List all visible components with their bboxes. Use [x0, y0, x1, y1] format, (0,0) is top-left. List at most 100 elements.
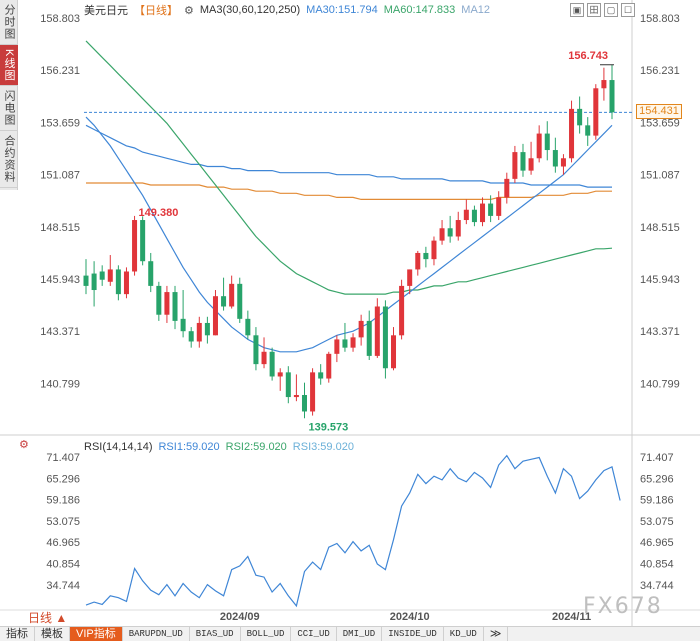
toolbar-barupdn[interactable]: BARUPDN_UD	[123, 626, 190, 641]
candle-body	[496, 197, 502, 216]
candle-body	[536, 133, 542, 159]
candle-body	[585, 125, 591, 136]
symbol-label: 美元日元	[84, 5, 128, 17]
candle-body	[407, 269, 413, 286]
rsi2-value: RSI2:59.020	[225, 441, 287, 453]
toolbar-bias[interactable]: BIAS_UD	[190, 626, 241, 641]
toolbar-more[interactable]: ≫	[484, 626, 509, 641]
candle-body	[560, 158, 566, 167]
candle-body	[245, 318, 251, 336]
candle-body	[164, 292, 170, 315]
rsi-axis-left-label: 65.296	[46, 473, 80, 485]
local-high-annotation: 149.380	[139, 207, 179, 219]
ma120-line	[85, 124, 612, 188]
ma30-line	[85, 116, 613, 353]
candle-body	[334, 339, 340, 354]
price-axis-right-label: 156.231	[640, 65, 680, 77]
candle-body	[221, 296, 227, 307]
price-axis-right-label: 145.943	[640, 274, 680, 286]
rsi-name: RSI(14,14,14)	[84, 441, 153, 453]
toolbar-templates[interactable]: 模板	[35, 626, 70, 641]
rsi-axis-left-label: 71.407	[46, 452, 80, 464]
toolbar-cci[interactable]: CCI_UD	[291, 626, 337, 641]
candle-body	[237, 283, 243, 319]
candle-body	[261, 351, 267, 365]
price-axis-right-label: 148.515	[640, 222, 680, 234]
toolbar-kd[interactable]: KD_UD	[444, 626, 484, 641]
rsi1-value: RSI1:59.020	[158, 441, 220, 453]
candle-body	[204, 322, 210, 336]
date-label: 2024/11	[552, 611, 591, 623]
rsi-axis-left-label: 59.186	[46, 495, 80, 507]
indicator-toolbar: 指标 模板 VIP指标 BARUPDN_UD BIAS_UD BOLL_UD C…	[0, 626, 700, 641]
candle-body	[156, 285, 162, 315]
price-axis-right-label: 151.087	[640, 170, 680, 182]
ma250-line	[86, 182, 612, 200]
candle-body	[148, 261, 154, 286]
candle-body	[431, 240, 437, 260]
rsi-axis-left-label: 40.854	[46, 559, 80, 571]
candle-body	[528, 158, 534, 171]
candle-body	[569, 108, 575, 159]
candle-body	[91, 273, 97, 291]
maximize-icon[interactable]: ☐	[621, 3, 635, 17]
candle-body	[520, 152, 526, 171]
tab-time-chart[interactable]: 分时图	[0, 0, 18, 45]
toolbar-inside[interactable]: INSIDE_UD	[382, 626, 444, 641]
candle-body	[423, 252, 429, 260]
candle-body	[196, 322, 202, 342]
candle-body	[277, 372, 283, 377]
candle-body	[301, 395, 308, 412]
ma30-value: MA30:151.794	[306, 4, 378, 16]
toolbar-dmi[interactable]: DMI_UD	[337, 626, 383, 641]
rsi-settings-icon[interactable]: ⚙	[19, 438, 29, 451]
candle-body	[285, 372, 291, 398]
period-dropdown[interactable]: 日线 ▲	[28, 611, 68, 625]
rsi-axis-right-label: 53.075	[640, 516, 674, 528]
chart-tool-icons: ▣ 田 ▢ ☐	[570, 3, 635, 17]
price-axis-left-label: 140.799	[40, 378, 80, 390]
candle-body	[366, 320, 372, 356]
candle-body	[415, 252, 421, 270]
candle-body	[544, 133, 550, 151]
price-axis-right-label: 153.659	[640, 117, 680, 129]
candle-body	[172, 292, 178, 321]
candle-body	[115, 269, 121, 295]
price-axis-left-label: 148.515	[40, 222, 80, 234]
toolbar-boll[interactable]: BOLL_UD	[241, 626, 292, 641]
rsi-axis-left-label: 46.965	[46, 537, 80, 549]
high-annotation: 156.743	[568, 50, 608, 62]
candle-body	[188, 331, 194, 342]
ma-group-label: MA3(30,60,120,250)	[199, 4, 301, 16]
grid-icon[interactable]: 田	[587, 3, 601, 17]
watermark: FX678	[583, 594, 663, 619]
price-axis-right-label: 158.803	[640, 13, 680, 25]
price-axis-right-label: 140.799	[640, 378, 680, 390]
rsi-axis-right-label: 71.407	[640, 452, 674, 464]
tab-contract-info[interactable]: 合约资料	[0, 131, 18, 189]
period-selector[interactable]: 【日线】	[134, 5, 178, 17]
candle-body	[269, 351, 275, 377]
candle-body	[293, 395, 299, 398]
toolbar-indicators[interactable]: 指标	[0, 626, 35, 641]
date-label: 2024/10	[390, 611, 430, 623]
candle-body	[455, 220, 461, 237]
price-axis-left-label: 145.943	[40, 274, 80, 286]
ma-settings-icon[interactable]: ⚙	[184, 4, 194, 17]
rsi-axis-left-label: 34.744	[46, 580, 80, 592]
tab-kline[interactable]: K线图	[0, 45, 18, 87]
tab-flash-chart[interactable]: 闪电图	[0, 86, 18, 132]
window-icon[interactable]: ▢	[604, 3, 618, 17]
left-tab-bar: 分时图 K线图 闪电图 合约资料	[0, 0, 18, 190]
candle-body	[374, 306, 380, 356]
price-axis-left-label: 153.659	[40, 117, 80, 129]
candle-body	[358, 320, 364, 338]
candle-body	[609, 80, 615, 113]
candle-body	[342, 339, 348, 348]
layout-icon[interactable]: ▣	[570, 3, 584, 17]
candle-body	[253, 335, 259, 365]
toolbar-vip-indicators[interactable]: VIP指标	[70, 626, 123, 641]
rsi-axis-right-label: 65.296	[640, 473, 674, 485]
candle-body	[326, 353, 332, 379]
